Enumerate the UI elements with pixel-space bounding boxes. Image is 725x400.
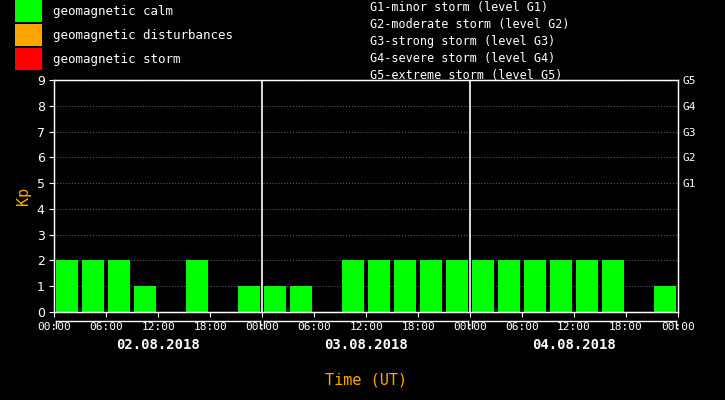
Bar bbox=[368, 260, 390, 312]
FancyBboxPatch shape bbox=[14, 0, 42, 22]
Bar bbox=[524, 260, 546, 312]
Bar bbox=[576, 260, 598, 312]
Text: 04.08.2018: 04.08.2018 bbox=[532, 338, 616, 352]
Bar bbox=[394, 260, 416, 312]
Bar bbox=[498, 260, 520, 312]
Bar bbox=[108, 260, 130, 312]
FancyBboxPatch shape bbox=[14, 24, 42, 46]
Bar bbox=[239, 286, 260, 312]
Bar bbox=[602, 260, 624, 312]
Text: 03.08.2018: 03.08.2018 bbox=[324, 338, 408, 352]
Bar bbox=[134, 286, 157, 312]
Text: G4-severe storm (level G4): G4-severe storm (level G4) bbox=[370, 52, 555, 65]
Bar bbox=[446, 260, 468, 312]
Text: G3-strong storm (level G3): G3-strong storm (level G3) bbox=[370, 35, 555, 48]
Text: G5-extreme storm (level G5): G5-extreme storm (level G5) bbox=[370, 69, 562, 82]
Bar bbox=[550, 260, 572, 312]
Bar bbox=[706, 260, 725, 312]
Text: 02.08.2018: 02.08.2018 bbox=[117, 338, 200, 352]
Bar bbox=[680, 286, 702, 312]
Bar bbox=[472, 260, 494, 312]
Text: geomagnetic disturbances: geomagnetic disturbances bbox=[53, 29, 233, 42]
Text: geomagnetic calm: geomagnetic calm bbox=[53, 5, 173, 18]
Bar bbox=[290, 286, 312, 312]
Bar bbox=[342, 260, 364, 312]
Bar bbox=[57, 260, 78, 312]
Text: Time (UT): Time (UT) bbox=[325, 372, 407, 388]
Text: G2-moderate storm (level G2): G2-moderate storm (level G2) bbox=[370, 18, 569, 31]
Text: G1-minor storm (level G1): G1-minor storm (level G1) bbox=[370, 2, 548, 14]
Bar bbox=[654, 286, 676, 312]
Text: geomagnetic storm: geomagnetic storm bbox=[53, 53, 181, 66]
Bar bbox=[420, 260, 442, 312]
Bar bbox=[186, 260, 208, 312]
Y-axis label: Kp: Kp bbox=[16, 187, 31, 205]
Bar bbox=[83, 260, 104, 312]
FancyBboxPatch shape bbox=[14, 48, 42, 70]
Bar bbox=[264, 286, 286, 312]
